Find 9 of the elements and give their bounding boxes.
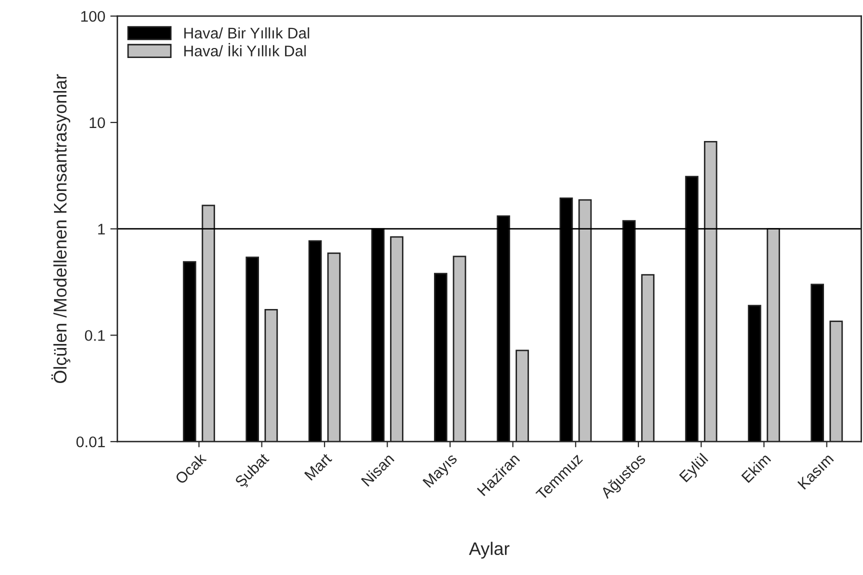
y-tick-label: 10 xyxy=(90,117,105,128)
legend-label: Hava/ İki Yıllık Dal xyxy=(184,43,306,56)
y-axis-title: Ölçülen /Modellenen Konsantrasyonlar xyxy=(51,74,70,384)
y-tick-label: 100 xyxy=(81,10,105,22)
y-tick-label: 0.1 xyxy=(84,330,105,341)
y-tick-label: 0.01 xyxy=(76,436,105,448)
x-axis-title: Aylar xyxy=(468,542,510,559)
y-tick-label: 1 xyxy=(98,224,105,234)
legend-label: Hava/ Bir Yıllık Dal xyxy=(184,27,310,39)
